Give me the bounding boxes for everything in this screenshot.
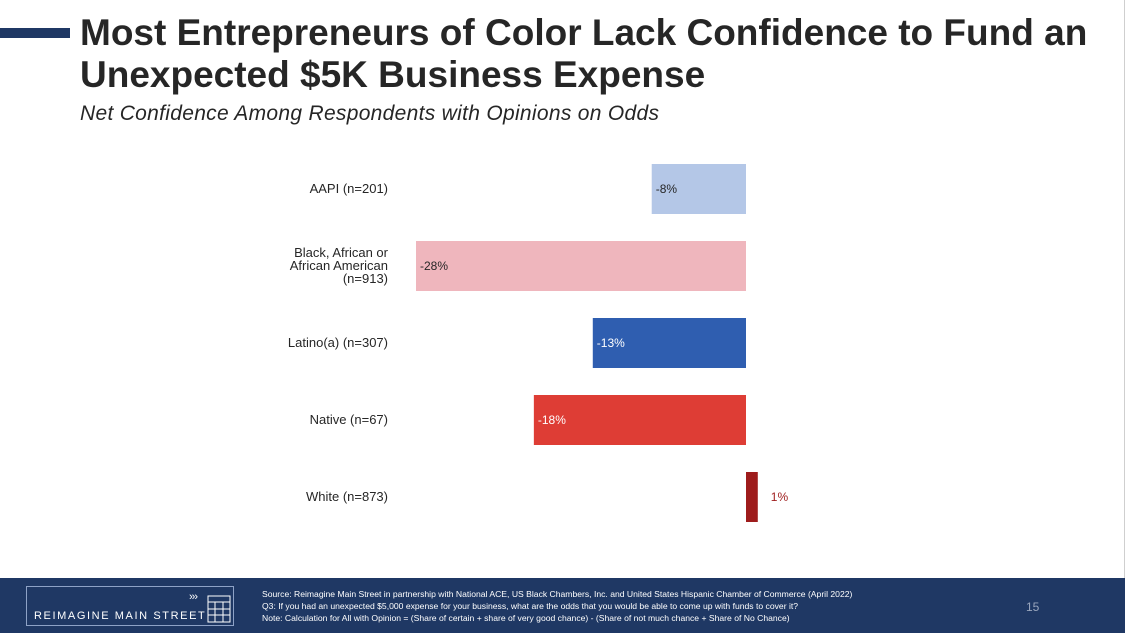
data-label-2: -13% <box>597 336 625 350</box>
building-icon <box>207 595 231 623</box>
brand-logo: ››› REIMAGINE MAIN STREET <box>26 586 234 626</box>
category-label-4: White (n=873) <box>306 489 388 504</box>
data-label-4: 1% <box>771 490 789 504</box>
arrows-icon: ››› <box>189 591 198 603</box>
data-label-3: -18% <box>538 413 566 427</box>
category-label-1: Black, African or African American (n=913) <box>290 245 389 286</box>
data-label-0: -8% <box>656 182 678 196</box>
bar-0 <box>651 164 746 214</box>
question-note: Q3: If you had an unexpected $5,000 expe… <box>262 601 799 611</box>
page-subtitle: Net Confidence Among Respondents with Op… <box>80 102 660 125</box>
bar-chart: -8% AAPI (n=201) -28% Black, African or Afri… <box>288 164 789 522</box>
bar-1 <box>416 241 746 291</box>
footnotes: Source: Reimagine Main Street in partner… <box>262 588 1002 624</box>
bar-3 <box>533 395 746 445</box>
bar-2 <box>592 318 746 368</box>
title-accent-bar <box>0 28 70 38</box>
bar-4 <box>746 472 758 522</box>
category-label-2: Latino(a) (n=307) <box>288 335 388 350</box>
category-label-3: Native (n=67) <box>310 412 388 427</box>
footer: ››› REIMAGINE MAIN STREET Source: Reimag… <box>0 578 1125 633</box>
page-number: 15 <box>1026 600 1040 614</box>
calculation-note: Note: Calculation for All with Opinion =… <box>262 613 790 623</box>
category-label-0: AAPI (n=201) <box>310 181 388 196</box>
page-title: Most Entrepreneurs of Color Lack Confide… <box>80 12 1088 95</box>
logo-text: REIMAGINE MAIN STREET <box>34 610 207 622</box>
source-note: Source: Reimagine Main Street in partner… <box>262 589 853 599</box>
data-label-1: -28% <box>420 259 448 273</box>
